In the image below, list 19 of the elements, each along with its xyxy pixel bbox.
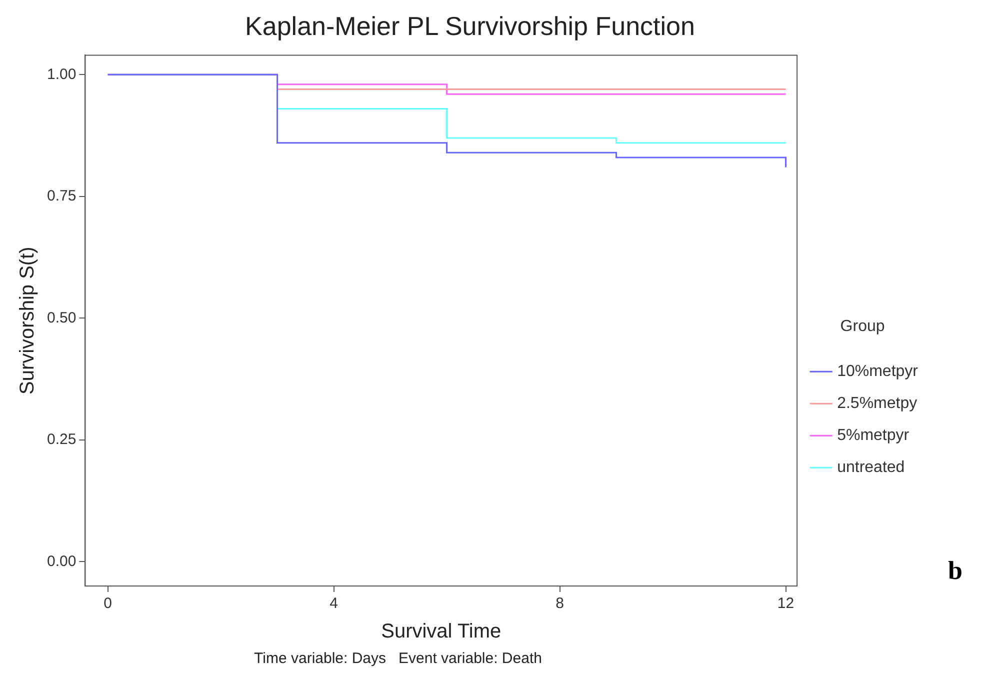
y-tick-label: 1.00 (46, 66, 76, 83)
text: Time variable: Days Event variable: Death (253, 650, 543, 667)
x-tick-label: 8 (556, 595, 564, 612)
legend-label: untreated (837, 459, 905, 476)
legend-label: 5%metpyr (837, 427, 910, 444)
y-tick-label: 0.50 (46, 309, 76, 326)
chart-title: Kaplan-Meier PL Survivorship Function (245, 10, 695, 41)
x-tick-label: 0 (104, 595, 112, 612)
x-tick-label: 12 (777, 595, 794, 612)
text: b (948, 556, 962, 586)
legend-title: Group (840, 318, 885, 335)
y-tick-label: 0.75 (46, 188, 76, 205)
legend-label: 10%metpyr (837, 363, 919, 380)
y-tick-label: 0.25 (46, 431, 76, 448)
legend-label: 2.5%metpy (837, 395, 918, 412)
x-tick-label: 4 (330, 595, 338, 612)
x-axis-title: Survival Time (381, 620, 502, 643)
y-tick-label: 0.00 (46, 552, 76, 570)
y-axis-title: Survivorship S(t) (16, 246, 39, 395)
